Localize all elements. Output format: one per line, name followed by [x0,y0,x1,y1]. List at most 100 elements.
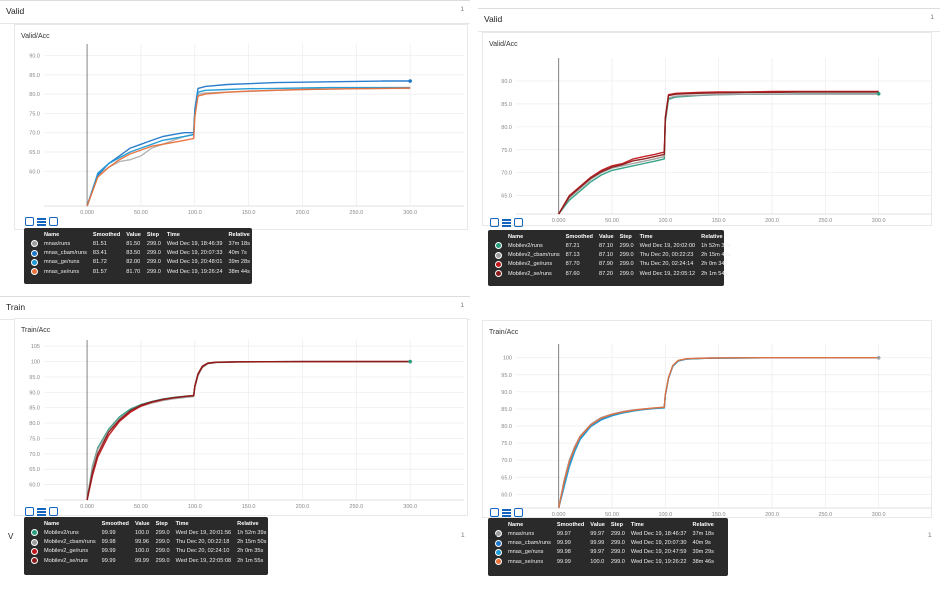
series-line-mobilev2-se-runs [86,360,411,501]
tooltip-cell-step: 299.0 [146,268,161,275]
expand-icon[interactable] [49,507,58,516]
tooltip-cell-time: Wed Dec 19, 19:26:22 [630,558,687,565]
y-tick-label: 70.0 [501,171,512,177]
toggle-log-icon[interactable] [502,218,511,227]
series-color-dot [495,530,502,538]
tooltip-cell-smoothed: 81.51 [92,240,107,247]
toggle-log-icon[interactable] [37,507,46,516]
expand-icon[interactable] [514,218,523,227]
chart-plot[interactable]: 60.0 65.0 70.0 75.0 80.0 85.0 90.0 95.0 100 0.000… [478,306,940,602]
tooltip-grid: Name Smoothed Value Step Time Relative Mobilev… [492,233,733,279]
y-tick-label: 95.0 [501,373,512,379]
x-tick-label: 50.00 [134,504,148,510]
tooltip-header-row: Name Smoothed Value Step Time Relative [28,231,253,239]
x-tick-label: 50.00 [605,218,619,224]
tooltip-grid: Name Smoothed Value Step Time Relative mnas/ru… [28,231,253,277]
x-tick-label: 250.0 [349,210,363,216]
fit-domain-icon[interactable] [490,508,499,517]
tooltip-header: Step [610,522,624,528]
fit-domain-icon[interactable] [25,217,34,226]
tooltip-cell-relative: 2h 15m 50s [237,539,267,546]
panel-train-mobilev2: Train 1 Train/Acc 60.0 65.0 70.0 75.0 80.0 85… [0,296,470,602]
tooltip-cell-step: 299.0 [610,549,625,556]
chart-card: Valid/Acc [482,32,932,226]
y-tick-label: 60.0 [29,483,40,489]
tooltip-cell-relative: 2h 1m 55s [237,557,264,564]
chart-plot[interactable]: 65.0 70.0 75.0 80.0 85.0 90.0 0.000 50.00 100.0 1… [478,8,940,290]
section-header[interactable]: Valid 1 [0,0,470,24]
series-color-dot [495,260,502,268]
series-color-dot [31,529,38,537]
tooltip-cell-time: Thu Dec 20, 00:22:23 [639,252,694,259]
y-tick-label: 75.0 [501,148,512,154]
toggle-log-icon[interactable] [502,508,511,517]
tooltip-header: Value [590,522,605,528]
tooltip-header-row: Name Smoothed Value Step Time Relative [28,520,269,528]
y-tick-label: 100 [31,360,40,366]
tooltip-cell-step: 299.0 [610,558,625,565]
tooltip-cell-relative: 38m 44s [228,268,250,275]
y-tick-label: 65.0 [501,475,512,481]
fit-domain-icon[interactable] [490,218,499,227]
tooltip-cell-step: 299.0 [146,250,161,257]
series-swatch [492,241,505,250]
x-tick-label: 250.0 [818,218,832,224]
chart-plot[interactable]: 60.0 65.0 70.0 75.0 80.0 85.0 90.0 95.0 100 105 0.… [0,296,470,602]
y-tick-label: 95.0 [29,375,40,381]
tooltip-header: Time [630,522,644,528]
tooltip-cell-smoothed: 99.99 [101,529,116,536]
tooltip-cell-value: 81.70 [126,268,141,275]
series-color-dot [495,548,502,556]
y-tick-label: 60.0 [29,169,40,175]
tooltip-header: Smoothed [565,234,593,240]
tooltip-header-row: Name Smoothed Value Step Time Relative [492,521,717,529]
series-swatch [28,248,41,257]
y-tick-label: 85.0 [501,102,512,108]
series-swatch [28,528,41,537]
series-color-dot [495,558,502,566]
tooltip-cell-relative: 1h 52m 39s [237,529,267,536]
tooltip-cell-step: 299.0 [619,261,634,268]
tooltip-cell-relative: 2h 0m 35s [237,548,264,555]
series-color-dot [495,539,502,547]
chart-plot[interactable]: 60.0 65.0 70.0 75.0 80.0 85.0 90.0 0.000 50.00 10… [0,0,470,290]
tooltip-row: Mobilev2_se/runs 87.60 87.20 299.0 Wed Dec 1… [492,269,733,278]
tooltip-header: Time [639,234,653,240]
toggle-log-icon[interactable] [37,217,46,226]
y-tick-label: 90.0 [501,79,512,85]
fit-domain-icon[interactable] [25,507,34,516]
series-swatch [492,548,505,557]
tooltip-row: Mobilev2/runs 87.21 87.10 299.0 Wed Dec 19, … [492,241,733,250]
expand-icon[interactable] [49,217,58,226]
x-tick-label: 300.0 [872,218,886,224]
expand-icon[interactable] [514,508,523,517]
y-tick-label: 70.0 [501,458,512,464]
chart-toolbar [490,508,523,517]
chart-card: Train/Acc [482,320,932,518]
x-tick-label: 200.0 [296,210,310,216]
next-section-title: Va [488,532,498,541]
series-color-dot [31,557,38,565]
y-tick-label: 85.0 [29,406,40,412]
tooltip-cell-step: 299.0 [155,539,170,546]
next-section-title: V [8,532,14,541]
tooltip-cell-time: Wed Dec 19, 22:05:08 [175,557,232,564]
tooltip-row: mnas_cbam/runs 99.99 99.99 299.0 Wed Dec 19,… [492,538,717,547]
series-color-dot [495,270,502,278]
tooltip-header: Step [146,232,160,238]
tooltip-cell-smoothed: 87.70 [565,261,580,268]
chart-title: Train/Acc [489,329,519,336]
y-tick-label: 90.0 [29,54,40,60]
tooltip-cell-relative: 40m 9s [692,540,711,547]
series-swatch [492,260,505,269]
tooltip-header-swatch [28,520,41,528]
tooltip-header: Value [598,234,614,240]
series-end-marker [408,79,412,83]
tooltip-cell-name: Mobilev2_ge/runs [44,548,89,555]
x-tick-label: 0.000 [80,504,94,510]
tooltip-cell-name: Mobilev2_se/runs [508,270,552,277]
tooltip-cell-smoothed: 99.99 [101,548,116,555]
y-tick-label: 75.0 [29,111,40,117]
tooltip-cell-smoothed: 87.60 [565,270,580,277]
section-header[interactable]: Valid 1 [478,8,940,32]
